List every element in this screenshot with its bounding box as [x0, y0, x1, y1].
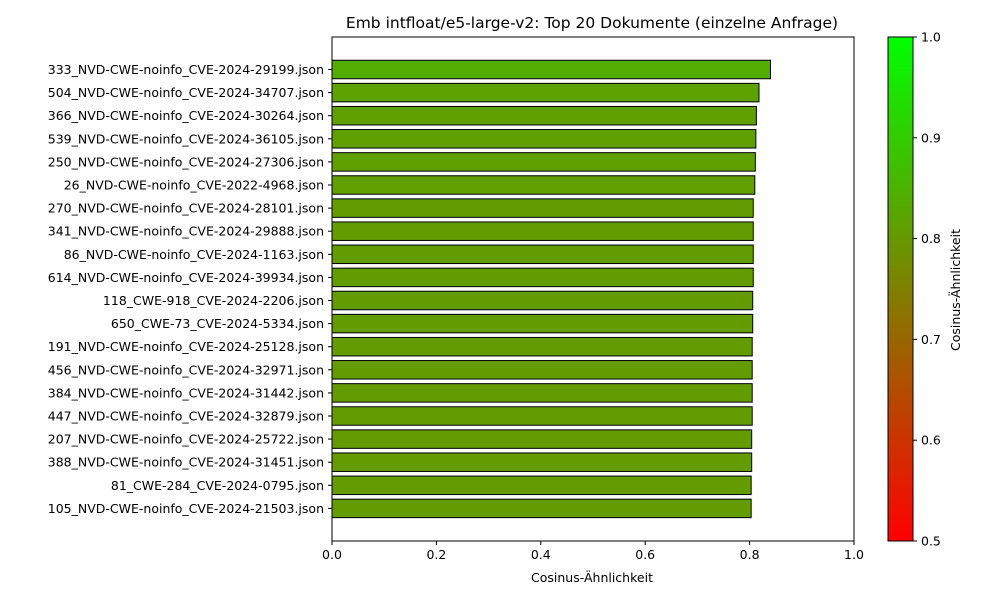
y-tick-label: 118_CWE-918_CVE-2024-2206.json [103, 293, 324, 308]
y-tick-label: 388_NVD-CWE-noinfo_CVE-2024-31451.json [48, 455, 324, 470]
y-tick-label: 650_CWE-73_CVE-2024-5334.json [111, 316, 324, 331]
y-axis: 333_NVD-CWE-noinfo_CVE-2024-29199.json 50… [48, 62, 332, 516]
y-tick-label: 456_NVD-CWE-noinfo_CVE-2024-32971.json [48, 362, 324, 377]
colorbar-tick-label: 0.7 [921, 332, 941, 347]
colorbar-tick-label: 0.8 [921, 231, 941, 246]
bar [331, 313, 754, 334]
y-tick-label: 105_NVD-CWE-noinfo_CVE-2024-21503.json [48, 501, 324, 516]
colorbar-label: Cosinus-Ähnlichkeit [948, 229, 963, 351]
y-tick-label: 366_NVD-CWE-noinfo_CVE-2024-30264.json [48, 108, 324, 123]
bar [331, 152, 756, 172]
x-tick-label: 0.2 [426, 547, 446, 562]
bar [331, 498, 752, 519]
bar [331, 59, 771, 80]
bar [331, 406, 753, 426]
y-tick-label: 614_NVD-CWE-noinfo_CVE-2024-39934.json [48, 270, 324, 285]
bar [331, 267, 754, 288]
bar [331, 290, 754, 311]
bar [331, 244, 754, 265]
y-tick-label: 384_NVD-CWE-noinfo_CVE-2024-31442.json [48, 385, 324, 400]
bar [331, 452, 753, 472]
bar [331, 360, 753, 380]
y-tick-label: 86_NVD-CWE-noinfo_CVE-2024-1163.json [64, 247, 324, 262]
x-tick-label: 0.6 [635, 547, 655, 562]
y-tick-label: 333_NVD-CWE-noinfo_CVE-2024-29199.json [48, 62, 324, 77]
bars [331, 59, 771, 519]
y-tick-label: 504_NVD-CWE-noinfo_CVE-2024-34707.json [48, 85, 324, 100]
x-tick-label: 0.4 [531, 547, 551, 562]
colorbar-tick-label: 0.5 [921, 534, 941, 549]
bar [331, 429, 753, 449]
x-axis: 0.0 0.2 0.4 0.6 0.8 1.0 [322, 541, 864, 562]
x-axis-label: Cosinus-Ähnlichkeit [531, 570, 653, 585]
x-tick-label: 1.0 [844, 547, 864, 562]
y-tick-label: 539_NVD-CWE-noinfo_CVE-2024-36105.json [48, 131, 324, 146]
colorbar-gradient [887, 36, 914, 542]
bar [331, 82, 760, 103]
bar [331, 221, 754, 241]
y-tick-label: 191_NVD-CWE-noinfo_CVE-2024-25128.json [48, 339, 324, 354]
y-tick-label: 341_NVD-CWE-noinfo_CVE-2024-29888.json [48, 224, 324, 239]
bar [331, 383, 753, 403]
colorbar-tick-label: 0.6 [921, 433, 941, 448]
y-tick-label: 250_NVD-CWE-noinfo_CVE-2024-27306.json [48, 154, 324, 169]
colorbar-tick-label: 0.9 [921, 130, 941, 145]
y-tick-label: 26_NVD-CWE-noinfo_CVE-2022-4968.json [64, 178, 324, 193]
colorbar: 0.5 0.6 0.7 0.8 0.9 1.0 [887, 30, 941, 549]
bar [331, 129, 757, 149]
bar [331, 175, 756, 195]
y-tick-label: 207_NVD-CWE-noinfo_CVE-2024-25722.json [48, 432, 324, 447]
y-tick-label: 447_NVD-CWE-noinfo_CVE-2024-32879.json [48, 409, 324, 424]
x-tick-label: 0.0 [322, 547, 342, 562]
bar [331, 105, 757, 126]
chart-title: Emb intfloat/e5-large-v2: Top 20 Dokumen… [346, 14, 838, 32]
bar [331, 475, 752, 496]
bar [331, 198, 754, 218]
bar [331, 336, 753, 357]
x-tick-label: 0.8 [740, 547, 760, 562]
plot-area [331, 36, 855, 542]
y-tick-label: 81_CWE-284_CVE-2024-0795.json [111, 478, 324, 493]
colorbar-tick-label: 1.0 [921, 30, 941, 45]
plot-frame [331, 36, 855, 542]
y-tick-label: 270_NVD-CWE-noinfo_CVE-2024-28101.json [48, 201, 324, 216]
